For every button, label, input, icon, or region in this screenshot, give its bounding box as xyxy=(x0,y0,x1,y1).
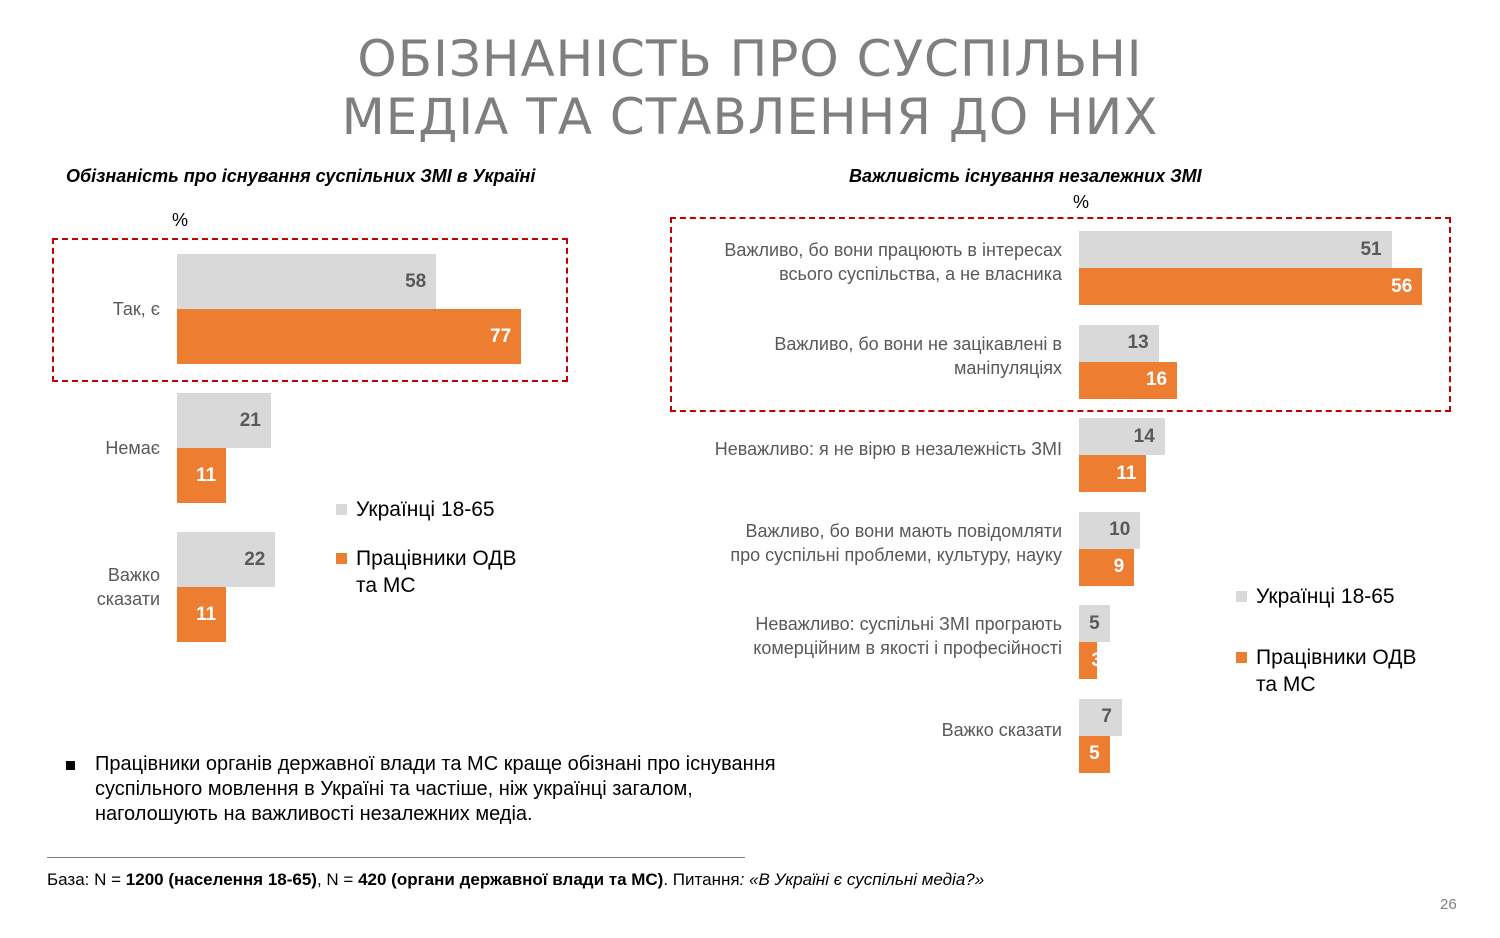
page-title: ОБІЗНАНІСТЬ ПРО СУСПІЛЬНІ МЕДІА ТА СТАВЛ… xyxy=(0,30,1500,146)
right-chart-highlight-box xyxy=(670,217,1451,412)
bar-value-label: 51 xyxy=(1360,238,1382,260)
bar-value-label: 9 xyxy=(1113,556,1125,577)
category-label-line: про суспільні проблеми, культуру, науку xyxy=(730,544,1062,565)
category-label-line: Так, є xyxy=(112,299,160,319)
category-label-line: всього суспільства, а не власника xyxy=(779,264,1062,284)
base-note-question: : «В Україні є суспільні медіа?» xyxy=(739,870,985,889)
base-note-bold: 420 (органи державної влади та МС) xyxy=(358,870,664,889)
bar-ukrainians: 51 xyxy=(1079,231,1392,268)
bar-value-label: 13 xyxy=(1127,332,1149,353)
category-label: Неважливо: я не вірю в незалежність ЗМІ xyxy=(715,437,1062,461)
legend-swatch xyxy=(1236,652,1247,663)
category-label-line: Важко сказати xyxy=(941,719,1062,740)
bar-value-label: 10 xyxy=(1109,519,1131,540)
bar-value-label: 11 xyxy=(196,603,217,625)
legend-label: Працівники ОДВ xyxy=(356,547,517,570)
bar-ukrainians: 10 xyxy=(1079,511,1141,549)
category-label-line: Важко xyxy=(107,565,160,585)
bar-ukrainians: 14 xyxy=(1079,418,1165,455)
bar-odv-ms: 56 xyxy=(1079,268,1423,305)
legend-label: Працівники ОДВ xyxy=(1256,646,1417,669)
bar-odv-ms: 5 xyxy=(1079,735,1110,773)
bar-value-label: 58 xyxy=(405,270,427,292)
bar-value-label: 56 xyxy=(1391,275,1413,297)
bar-odv-ms: 3 xyxy=(1079,642,1102,679)
category-label: Важко сказати xyxy=(97,563,160,611)
bar-value-label: 5 xyxy=(1089,612,1100,634)
bar-odv-ms: 11 xyxy=(1079,455,1147,492)
legend-item: Українці 18-65 xyxy=(1236,583,1416,610)
legend-item: Працівники ОДВ та МС xyxy=(336,545,516,599)
bar-value-label: 14 xyxy=(1133,425,1155,447)
category-label-line: Неважливо: суспільні ЗМІ програють xyxy=(755,614,1062,634)
category-label-line: Немає xyxy=(105,438,160,458)
base-note-part: . Питання xyxy=(663,870,740,889)
right-chart-title: Важливість існування незалежних ЗМІ xyxy=(849,166,1202,186)
left-chart-unit-label: % xyxy=(172,210,189,230)
category-label: Немає xyxy=(105,436,160,460)
bar-value-label: 77 xyxy=(490,325,512,347)
bar-odv-ms: 9 xyxy=(1079,548,1135,586)
bar-ukrainians: 7 xyxy=(1079,698,1122,736)
summary-bullet-text: Працівники органів державної влади та МС… xyxy=(95,753,776,825)
base-note-part: , N = xyxy=(316,870,359,889)
right-chart-legend: Українці 18-65 Працівники ОДВ та МС xyxy=(1236,583,1416,698)
bar-ukrainians: 5 xyxy=(1079,605,1110,642)
left-chart-title: Обізнаність про існування суспільних ЗМІ… xyxy=(66,166,536,186)
bar-ukrainians: 58 xyxy=(177,254,437,309)
category-label: Важко сказати xyxy=(942,718,1062,742)
left-chart-highlight-box xyxy=(52,238,568,382)
summary-bullet: Працівники органів державної влади та МС… xyxy=(66,752,786,827)
legend-label: та МС xyxy=(1256,673,1316,696)
bar-value-label: 5 xyxy=(1089,743,1100,764)
page-number: 26 xyxy=(1440,896,1457,913)
category-label: Так, є xyxy=(113,297,160,321)
category-label-line: комерційним в якості і професійності xyxy=(753,638,1062,658)
legend-item: Працівники ОДВ та МС xyxy=(1236,644,1416,698)
left-chart-legend: Українці 18-65 Працівники ОДВ та МС xyxy=(336,496,516,599)
bullet-square-icon xyxy=(66,761,75,770)
bar-value-label: 22 xyxy=(244,548,266,570)
footer-divider xyxy=(47,857,745,858)
bar-value-label: 3 xyxy=(1091,649,1102,671)
base-note-part: База: N = xyxy=(47,870,126,889)
bar-odv-ms: 11 xyxy=(177,448,227,503)
bar-ukrainians: 22 xyxy=(177,532,276,587)
page-title-line-1: ОБІЗНАНІСТЬ ПРО СУСПІЛЬНІ xyxy=(357,30,1143,88)
bar-value-label: 16 xyxy=(1145,369,1168,390)
legend-item: Українці 18-65 xyxy=(336,496,516,523)
bar-value-label: 7 xyxy=(1101,706,1112,727)
base-note-bold: 1200 (населення 18-65) xyxy=(125,870,317,889)
page-title-line-2: МЕДІА ТА СТАВЛЕННЯ ДО НИХ xyxy=(341,88,1159,146)
category-label-line: сказати xyxy=(96,589,160,609)
category-label-line: Важливо, бо вони мають повідомляти xyxy=(745,520,1062,541)
category-label: Важливо, бо вони мають повідомляти про су… xyxy=(730,519,1062,567)
right-chart-unit-label: % xyxy=(1073,192,1090,212)
legend-label: Українці 18-65 xyxy=(1256,585,1395,608)
bar-odv-ms: 77 xyxy=(177,309,522,364)
legend-swatch xyxy=(336,553,347,564)
base-note: База: N = 1200 (населення 18-65), N = 42… xyxy=(47,870,984,890)
bar-value-label: 11 xyxy=(1116,462,1137,484)
bar-ukrainians: 13 xyxy=(1079,324,1159,362)
bar-odv-ms: 16 xyxy=(1079,361,1178,399)
category-label-line: Важливо, бо вони працюють в інтересах xyxy=(724,240,1062,260)
legend-label: та МС xyxy=(356,574,416,597)
category-label-line: Важливо, бо вони не зацікавлені в xyxy=(774,333,1062,354)
bar-value-label: 21 xyxy=(239,409,261,431)
category-label: Важливо, бо вони працюють в інтересах всь… xyxy=(724,238,1062,286)
bar-odv-ms: 11 xyxy=(177,587,227,642)
category-label: Важливо, бо вони не зацікавлені в маніпул… xyxy=(774,332,1062,380)
legend-label: Українці 18-65 xyxy=(356,498,495,521)
legend-swatch xyxy=(336,504,347,515)
category-label: Неважливо: суспільні ЗМІ програють комерц… xyxy=(753,612,1062,660)
category-label-line: маніпуляціях xyxy=(954,357,1062,378)
category-label-line: Неважливо: я не вірю в незалежність ЗМІ xyxy=(714,439,1062,459)
bar-value-label: 11 xyxy=(196,464,217,486)
bar-ukrainians: 21 xyxy=(177,393,271,448)
legend-swatch xyxy=(1236,591,1247,602)
